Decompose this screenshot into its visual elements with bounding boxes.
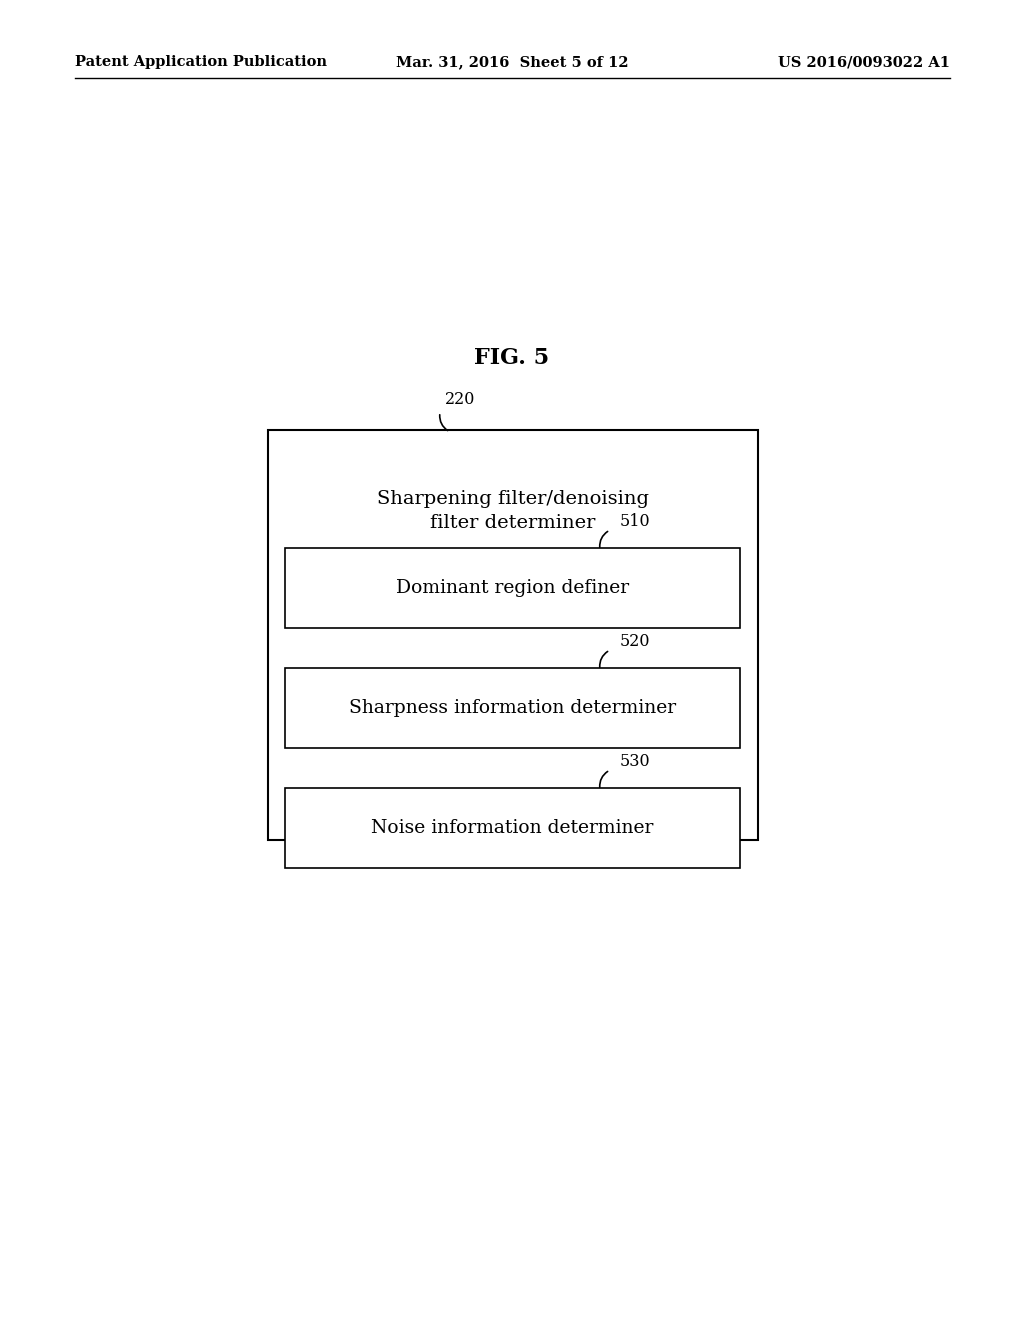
- Text: US 2016/0093022 A1: US 2016/0093022 A1: [778, 55, 950, 69]
- Text: Sharpness information determiner: Sharpness information determiner: [349, 700, 676, 717]
- Text: Mar. 31, 2016  Sheet 5 of 12: Mar. 31, 2016 Sheet 5 of 12: [395, 55, 629, 69]
- Bar: [285, 788, 740, 869]
- Text: 220: 220: [445, 391, 475, 408]
- Bar: [268, 430, 758, 840]
- Text: 530: 530: [620, 752, 650, 770]
- Text: Noise information determiner: Noise information determiner: [372, 818, 653, 837]
- Text: 520: 520: [620, 634, 650, 649]
- Text: 510: 510: [620, 513, 650, 531]
- Text: FIG. 5: FIG. 5: [474, 347, 550, 370]
- Bar: [285, 548, 740, 628]
- Bar: [285, 668, 740, 748]
- Text: Patent Application Publication: Patent Application Publication: [75, 55, 327, 69]
- Text: Sharpening filter/denoising
filter determiner: Sharpening filter/denoising filter deter…: [377, 490, 649, 532]
- Text: Dominant region definer: Dominant region definer: [396, 579, 629, 597]
